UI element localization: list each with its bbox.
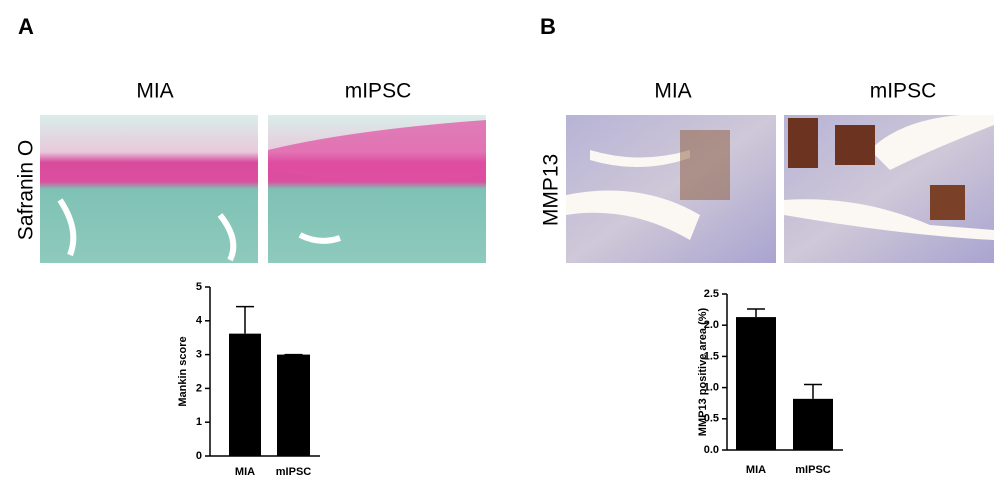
y-axis-label: MMP13 positive area (%) bbox=[697, 307, 709, 436]
panel-label: B bbox=[540, 14, 556, 39]
panel-b: B MIA mIPSC MMP13 bbox=[540, 14, 994, 263]
y-tick-label: 1.5 bbox=[704, 350, 719, 362]
x-tick-label: mIPSC bbox=[276, 466, 312, 478]
histology-detail bbox=[784, 115, 994, 240]
histology-detail bbox=[930, 185, 965, 220]
bar bbox=[277, 354, 310, 456]
image-title: mIPSC bbox=[345, 80, 412, 103]
histology-detail bbox=[268, 120, 486, 182]
histology-detail bbox=[57, 198, 341, 262]
stain-label: MMP13 bbox=[540, 154, 563, 226]
histology-detail bbox=[835, 125, 875, 165]
y-tick-label: 1.0 bbox=[704, 382, 719, 394]
image-title: mIPSC bbox=[870, 80, 937, 103]
histology-detail bbox=[788, 118, 818, 168]
histology-image bbox=[566, 115, 776, 263]
y-tick-label: 2 bbox=[196, 382, 202, 394]
y-tick-label: 0.0 bbox=[704, 444, 719, 456]
y-tick-label: 5 bbox=[196, 281, 202, 293]
image-title: MIA bbox=[654, 80, 691, 103]
histology-detail bbox=[566, 150, 700, 240]
x-tick-label: MIA bbox=[235, 466, 255, 478]
bar bbox=[736, 317, 776, 450]
y-tick-label: 2.5 bbox=[704, 288, 719, 300]
y-tick-label: 3 bbox=[196, 349, 202, 361]
image-title: MIA bbox=[136, 80, 173, 103]
y-tick-label: 1 bbox=[196, 416, 202, 428]
x-tick-label: mIPSC bbox=[795, 464, 831, 476]
y-tick-label: 2.0 bbox=[704, 319, 719, 331]
bar bbox=[229, 333, 261, 456]
histology-detail bbox=[680, 130, 730, 200]
stain-label: Safranin O bbox=[15, 140, 38, 240]
y-tick-label: 0.5 bbox=[704, 413, 719, 425]
y-axis-label: Mankin score bbox=[177, 336, 189, 406]
y-tick-label: 4 bbox=[196, 315, 203, 327]
y-tick-label: 0 bbox=[196, 450, 202, 462]
panel-a: A MIA mIPSC Safranin O bbox=[15, 14, 486, 263]
panel-label: A bbox=[18, 14, 34, 39]
bar bbox=[793, 398, 833, 450]
x-tick-label: MIA bbox=[746, 464, 766, 476]
